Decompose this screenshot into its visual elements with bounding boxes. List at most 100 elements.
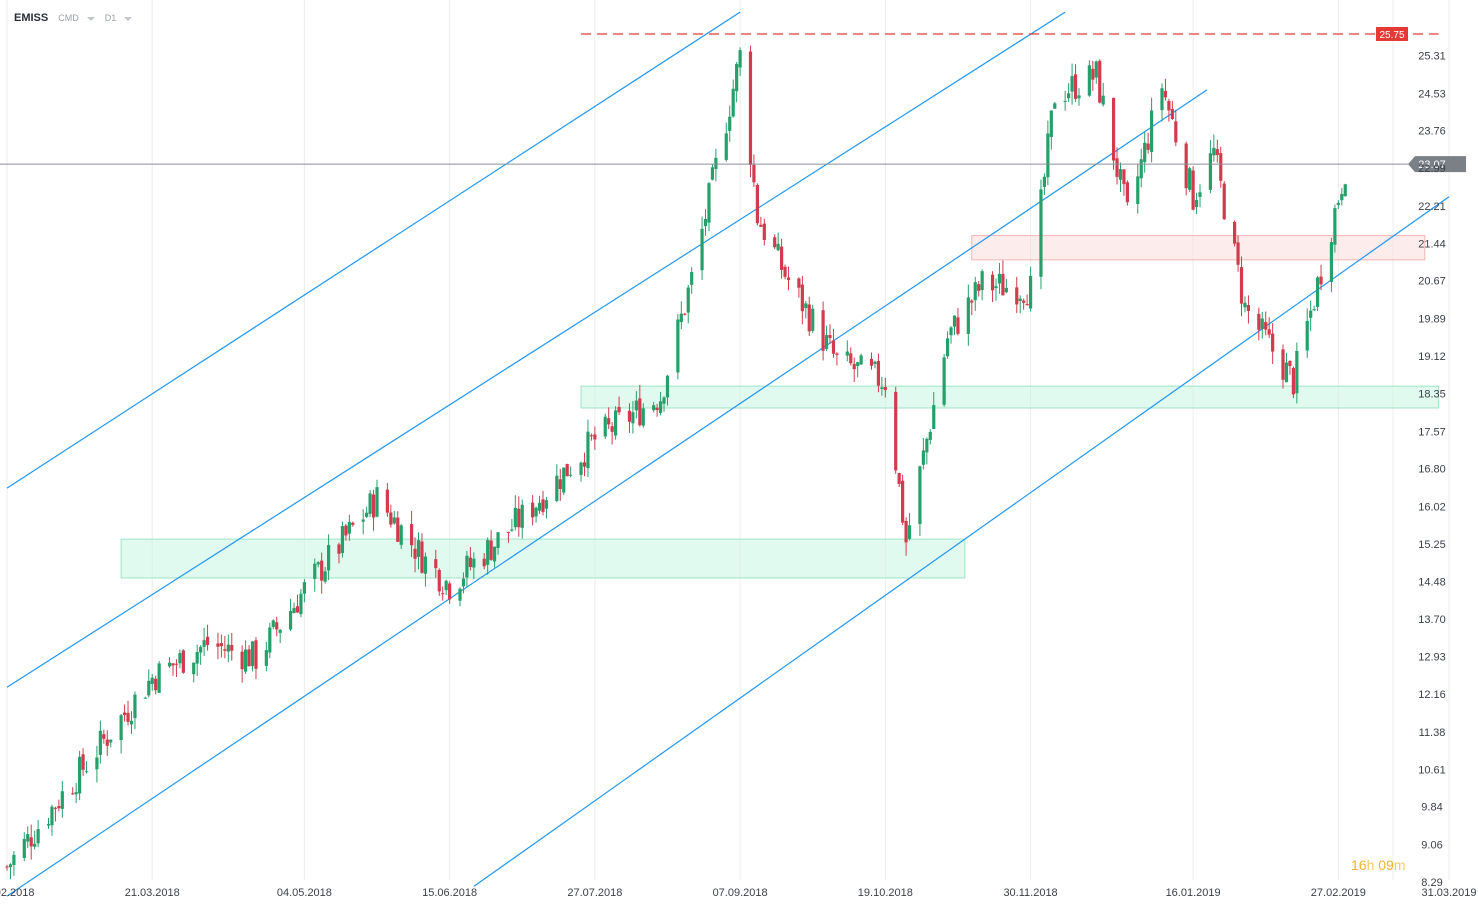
interval-selector[interactable]: D1 bbox=[105, 13, 133, 23]
candle-up bbox=[728, 116, 732, 131]
candle-up bbox=[586, 431, 590, 469]
candle-up bbox=[268, 627, 272, 653]
candle-up bbox=[994, 286, 998, 289]
candle-down bbox=[181, 650, 185, 673]
candle-down bbox=[617, 406, 621, 413]
candle-up bbox=[178, 653, 182, 664]
candle-up bbox=[1208, 153, 1212, 190]
candle-up bbox=[1309, 310, 1313, 318]
candle-down bbox=[57, 806, 61, 809]
candle-up bbox=[444, 580, 448, 591]
candle-up bbox=[579, 462, 583, 475]
y-tick-label: 10.61 bbox=[1418, 764, 1446, 776]
candle-up bbox=[8, 864, 13, 868]
candle-up bbox=[928, 431, 932, 440]
candle-up bbox=[966, 297, 970, 334]
candle-up bbox=[1077, 95, 1081, 99]
candle-up bbox=[147, 680, 151, 696]
x-tick-label: 07.02.2018 bbox=[0, 887, 35, 899]
candle-up bbox=[316, 562, 320, 565]
candle-down bbox=[102, 734, 106, 739]
candle-up bbox=[1118, 169, 1123, 180]
candle-up bbox=[724, 133, 728, 160]
candle-down bbox=[205, 636, 210, 645]
y-tick-label: 11.38 bbox=[1419, 727, 1446, 739]
symbol-label[interactable]: EMISS bbox=[14, 12, 49, 24]
candle-down bbox=[1122, 169, 1126, 185]
candle-down bbox=[897, 473, 901, 485]
market-label: CMD bbox=[58, 13, 79, 23]
candle-down bbox=[762, 223, 766, 240]
candle-down bbox=[223, 649, 227, 651]
candle-up bbox=[361, 519, 365, 522]
y-tick-label: 17.57 bbox=[1418, 426, 1446, 438]
candle-down bbox=[1025, 304, 1029, 306]
candle-up bbox=[264, 650, 268, 666]
candle-down bbox=[171, 663, 175, 666]
candle-up bbox=[714, 157, 718, 169]
candle-down bbox=[748, 51, 753, 165]
candle-up bbox=[50, 806, 54, 826]
candle-up bbox=[1139, 159, 1143, 179]
candle-up bbox=[109, 739, 113, 743]
candle-up bbox=[776, 243, 780, 251]
candle-up bbox=[1212, 147, 1216, 156]
candle-down bbox=[582, 462, 587, 467]
candle-up bbox=[665, 375, 670, 398]
candle-up bbox=[119, 715, 123, 741]
candle-down bbox=[655, 407, 659, 411]
candles bbox=[5, 45, 1347, 880]
candle-up bbox=[129, 720, 134, 725]
candle-up bbox=[1260, 318, 1264, 329]
candle-up bbox=[1042, 176, 1047, 187]
candle-down bbox=[876, 360, 881, 386]
candle-down bbox=[956, 317, 960, 334]
candle-up bbox=[1101, 95, 1105, 105]
candle-down bbox=[1267, 329, 1271, 335]
timer-hours: 16 bbox=[1351, 857, 1367, 873]
candle-down bbox=[1125, 182, 1130, 203]
candle-down bbox=[154, 678, 158, 691]
x-tick-label: 16.01.2019 bbox=[1166, 887, 1221, 899]
candle-down bbox=[437, 569, 441, 592]
candle-down bbox=[1111, 97, 1116, 161]
x-tick-label: 31.03.2019 bbox=[1421, 887, 1476, 899]
timer-hours-unit: h bbox=[1366, 857, 1375, 873]
candle-up bbox=[365, 512, 369, 517]
candle-up bbox=[278, 629, 282, 633]
y-tick-label: 15.25 bbox=[1418, 539, 1446, 551]
candle-down bbox=[1115, 158, 1119, 177]
candle-up bbox=[1049, 110, 1053, 137]
candle-down bbox=[1146, 143, 1150, 150]
candle-down bbox=[81, 754, 85, 770]
candle-down bbox=[800, 284, 804, 312]
candle-up bbox=[1087, 65, 1091, 96]
candle-down bbox=[1319, 276, 1323, 285]
market-selector[interactable]: CMD bbox=[58, 13, 95, 23]
candle-down bbox=[849, 353, 853, 364]
x-tick-label: 30.11.2018 bbox=[1003, 887, 1057, 899]
y-tick-label: 23.76 bbox=[1418, 126, 1446, 138]
candle-up bbox=[84, 771, 89, 773]
candle-down bbox=[371, 494, 376, 518]
y-tick-label: 14.48 bbox=[1418, 576, 1446, 588]
candle-up bbox=[347, 521, 351, 534]
y-tick-label: 22.99 bbox=[1418, 163, 1446, 175]
candle-down bbox=[828, 335, 832, 339]
y-tick-label: 16.80 bbox=[1418, 464, 1446, 476]
chart-header: EMISS CMD D1 bbox=[14, 12, 133, 24]
candle-up bbox=[74, 792, 78, 795]
candle-up bbox=[1028, 275, 1033, 309]
candle-up bbox=[143, 697, 147, 699]
candle-down bbox=[254, 640, 258, 669]
y-tick-label: 24.53 bbox=[1418, 88, 1446, 100]
y-tick-label: 19.12 bbox=[1418, 351, 1446, 363]
candle-down bbox=[1174, 121, 1178, 143]
candle-up bbox=[496, 532, 500, 548]
candle-up bbox=[1094, 61, 1098, 78]
candle-up bbox=[486, 540, 490, 565]
candle-up bbox=[36, 829, 40, 844]
y-tick-label: 8.29 bbox=[1421, 877, 1442, 889]
candle-up bbox=[271, 620, 275, 627]
